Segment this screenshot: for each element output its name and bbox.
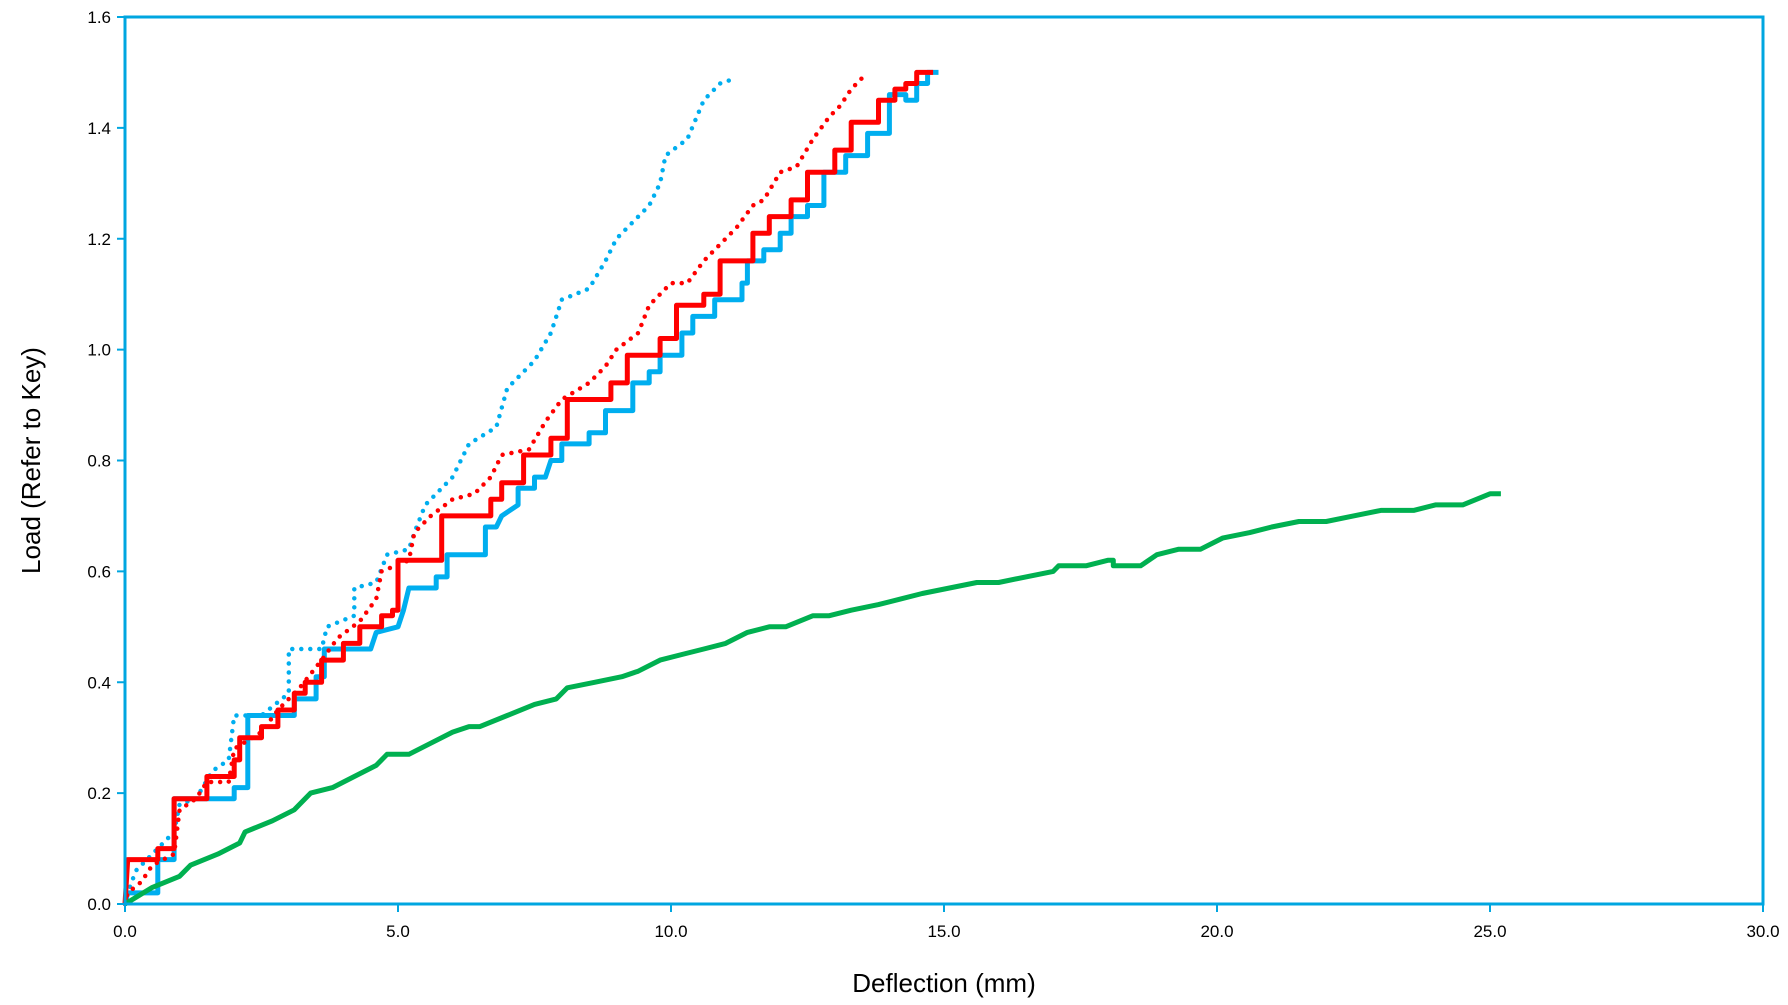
series-layer [122, 69, 1501, 907]
y-tick-label: 0.6 [87, 562, 111, 581]
y-tick-label: 1.2 [87, 230, 111, 249]
x-tick-label: 30.0 [1746, 922, 1779, 941]
x-tick-label: 5.0 [386, 922, 410, 941]
x-tick-label: 10.0 [654, 922, 687, 941]
y-tick-label: 1.6 [87, 8, 111, 27]
y-tick-label: 1.0 [87, 341, 111, 360]
x-tick-label: 20.0 [1200, 922, 1233, 941]
series-line-2 [122, 69, 939, 905]
y-tick-label: 0.0 [87, 895, 111, 914]
y-tick-label: 0.8 [87, 452, 111, 471]
x-axis-title: Deflection (mm) [852, 968, 1035, 998]
y-axis-title: Load (Refer to Key) [16, 347, 46, 574]
y-tick-label: 0.2 [87, 784, 111, 803]
x-tick-label: 0.0 [113, 922, 137, 941]
x-tick-label: 25.0 [1473, 922, 1506, 941]
y-tick-label: 1.4 [87, 119, 111, 138]
series-line-5 [123, 491, 1501, 907]
tick-layer: 0.0 5.0 10.0 15.0 20.0 25.0 30.0 0.0 0.2 0.4 0.6 0.… [87, 8, 1779, 941]
x-tick-label: 15.0 [927, 922, 960, 941]
series-line-1 [122, 75, 739, 907]
y-tick-label: 0.4 [87, 673, 111, 692]
series-line-4 [122, 69, 934, 905]
series-line-3 [122, 75, 865, 907]
